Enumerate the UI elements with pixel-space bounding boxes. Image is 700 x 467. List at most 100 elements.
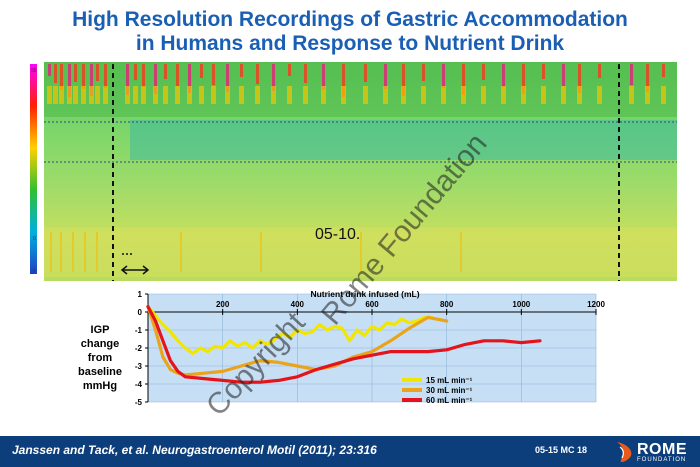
heatmap-contraction-streak	[501, 86, 506, 104]
heatmap-contraction-streak	[81, 86, 86, 104]
heatmap-contraction-streak	[322, 64, 325, 90]
heatmap-contraction-streak	[47, 86, 52, 104]
heatmap-contraction-streak	[225, 86, 230, 104]
heatmap-contraction-streak	[442, 64, 445, 88]
heatmap-contraction-streak	[421, 86, 426, 104]
heatmap-contraction-streak	[482, 64, 485, 80]
heatmap-contraction-streak	[82, 64, 85, 89]
heatmap-contraction-streak	[561, 86, 566, 104]
heatmap-contraction-streak	[60, 64, 63, 90]
heatmap-contraction-streak	[646, 64, 649, 92]
heatmap-contraction-streak	[384, 64, 387, 89]
x-tick-label: 400	[291, 300, 305, 309]
y-tick-label: -2	[135, 344, 143, 353]
heatmap-contraction-streak	[103, 86, 108, 104]
y-axis-label-line: from	[87, 352, 113, 364]
heatmap-contraction-streak	[630, 64, 633, 85]
heatmap-contraction-streak	[54, 64, 57, 83]
heatmap-contraction-streak	[577, 86, 582, 104]
series-line	[146, 305, 434, 356]
heatmap-contraction-streak	[53, 86, 58, 104]
heatmap-contraction-streak	[68, 64, 71, 97]
heatmap-contraction-streak	[481, 86, 486, 104]
rome-foundation-logo	[617, 442, 632, 463]
heatmap-contraction-streak	[142, 64, 145, 87]
heatmap-contraction-streak	[176, 64, 179, 86]
x-tick-label: 600	[365, 300, 379, 309]
heatmap-contraction-streak	[141, 86, 146, 104]
slide-code: 05-15 MC 18	[535, 445, 588, 455]
series-line	[146, 305, 542, 384]
heatmap-contraction-streak	[402, 64, 405, 96]
logo-subtitle: FOUNDATION	[637, 457, 687, 463]
heatmap-contraction-streak	[303, 86, 308, 104]
heatmap-contraction-streak	[272, 64, 275, 91]
heatmap-contraction-streak	[342, 64, 345, 97]
footer-bar	[0, 436, 700, 467]
x-tick-label: 200	[216, 300, 230, 309]
heatmap-contraction-streak	[72, 232, 74, 272]
heatmap-contraction-streak	[562, 64, 565, 86]
heatmap-contraction-streak	[363, 86, 368, 104]
heatmap-contraction-streak	[96, 64, 99, 81]
heatmap-contraction-streak	[175, 86, 180, 104]
heatmap-contraction-streak	[629, 86, 634, 104]
heatmap-contraction-streak	[288, 64, 291, 76]
heatmap-contraction-streak	[73, 86, 78, 104]
heatmap-top-band	[44, 62, 677, 117]
heatmap-contraction-streak	[187, 86, 192, 104]
heatmap-contraction-streak	[188, 64, 191, 93]
legend-label: 30 mL min⁻¹	[426, 386, 473, 395]
heatmap-contraction-streak	[200, 64, 203, 78]
heatmap-contractions	[47, 64, 666, 272]
heatmap-contraction-streak	[260, 232, 262, 272]
heatmap-contraction-streak	[255, 86, 260, 104]
heatmap-contraction-streak	[89, 86, 94, 104]
heatmap-contraction-streak	[341, 86, 346, 104]
x-axis-title: Nutrient drink infused (mL)	[310, 289, 419, 299]
heatmap-contraction-streak	[662, 64, 665, 77]
heatmap-contraction-streak	[211, 86, 216, 104]
y-axis-label-line: change	[80, 338, 120, 350]
heatmap-contraction-streak	[542, 64, 545, 79]
heatmap-contraction-streak	[67, 86, 72, 104]
y-tick-label: 1	[138, 290, 143, 299]
slide-title-line2: in Humans and Response to Nutrient Drink	[135, 32, 565, 55]
heatmap-contraction-streak	[598, 64, 601, 78]
heatmap-contraction-streak	[226, 64, 229, 92]
heatmap-contraction-streak	[74, 64, 77, 82]
heatmap-contraction-streak	[90, 64, 93, 96]
y-tick-label: -1	[135, 326, 143, 335]
heatmap-contraction-streak	[287, 86, 292, 104]
heatmap-contraction-streak	[180, 232, 182, 272]
slide-title: High Resolution Recordings of Gastric Ac…	[0, 8, 700, 56]
scale-bottom-label: -7	[31, 269, 36, 275]
x-tick-label: 1200	[587, 300, 605, 309]
heatmap-colorbar	[30, 64, 37, 274]
heatmap-contraction-streak	[645, 86, 650, 104]
heatmap-contraction-streak	[163, 86, 168, 104]
heatmap-contraction-streak	[597, 86, 602, 104]
heatmap-contraction-streak	[661, 86, 666, 104]
heatmap-contraction-streak	[304, 64, 307, 83]
y-axis-label-line: baseline	[77, 366, 123, 378]
heatmap-contraction-streak	[126, 64, 129, 95]
heatmap-contraction-streak	[240, 64, 243, 77]
heatmap-contraction-streak	[521, 86, 526, 104]
scale-zero-label: 0	[33, 236, 36, 242]
heatmap-contraction-streak	[104, 64, 107, 88]
heatmap-contraction-streak	[441, 86, 446, 104]
slide-title-line1: High Resolution Recordings of Gastric Ac…	[72, 8, 628, 31]
heatmap-time-scale-arrow	[120, 253, 150, 275]
heatmap-contraction-streak	[239, 86, 244, 104]
heatmap-contraction-streak	[461, 86, 466, 104]
heatmap-contraction-streak	[360, 232, 362, 272]
y-axis-label-line: IGP	[90, 324, 110, 336]
heatmap-contraction-streak	[164, 64, 167, 79]
heatmap-contraction-streak	[50, 232, 52, 272]
heatmap-contraction-streak	[60, 232, 62, 272]
heatmap-contraction-streak	[95, 86, 100, 104]
heatmap-contraction-streak	[256, 64, 259, 84]
heatmap-contraction-streak	[462, 64, 465, 95]
heatmap-contraction-streak	[212, 64, 215, 85]
